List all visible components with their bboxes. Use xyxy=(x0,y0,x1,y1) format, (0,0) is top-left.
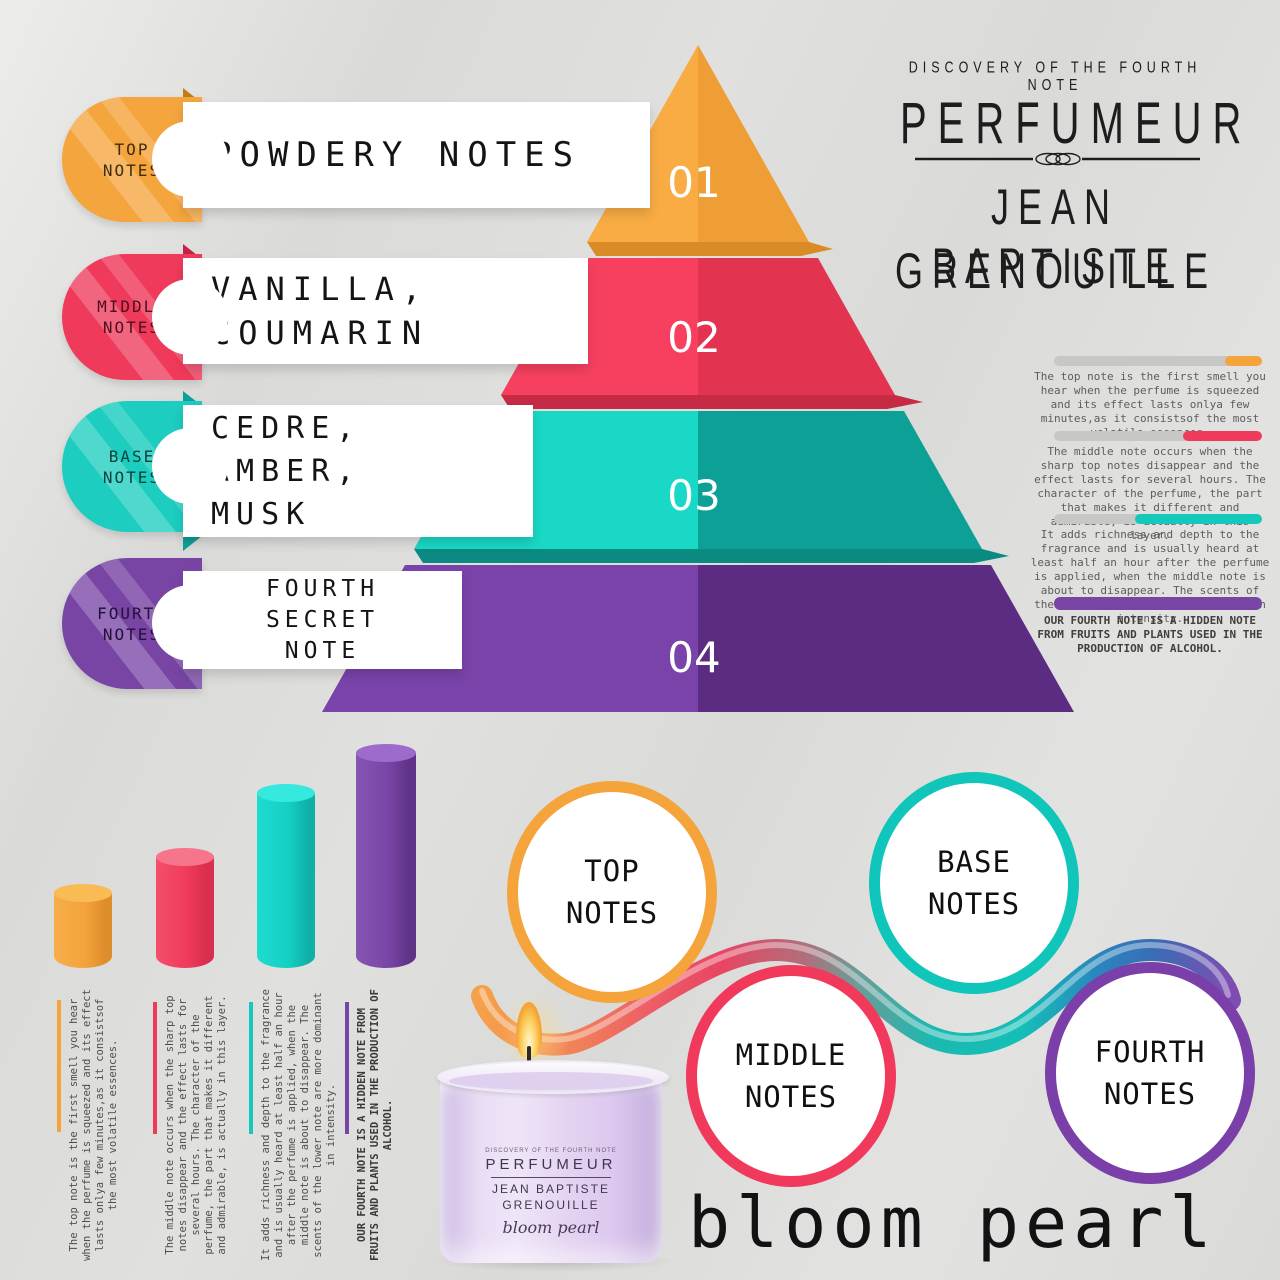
cylinder-top-note xyxy=(54,893,112,968)
cylinder-base-note xyxy=(257,784,315,802)
circle-fourth-notes: FOURTH NOTES xyxy=(1045,962,1255,1184)
tab-top-notes: TOP NOTES xyxy=(62,97,202,222)
header-perfumer-name-line2: GRENOUILLE xyxy=(895,242,1218,300)
candle-label-eyebrow: DISCOVERY OF THE FOURTH NOTE xyxy=(485,1148,617,1154)
banner-base-notes-line3: MUSK xyxy=(211,496,312,532)
candle-jar-body xyxy=(440,1075,662,1263)
circle-top-notes: TOP NOTES xyxy=(507,781,717,1003)
cylinder-fourth-note xyxy=(356,744,416,762)
banner-notch xyxy=(152,279,228,355)
banner-top-notes: POWDERY NOTES xyxy=(183,102,650,208)
cylinder-middle-note xyxy=(156,848,214,866)
circle-fourth-notes-line1: FOURTH xyxy=(1094,1035,1206,1069)
banner-middle-notes: VANILLA, COUMARIN xyxy=(183,258,588,364)
circle-base-notes-line1: BASE xyxy=(937,845,1011,879)
circle-fourth-notes-line2: NOTES xyxy=(1103,1077,1197,1111)
candle-wick xyxy=(527,1046,531,1072)
pyramid-level-2-number: 02 xyxy=(667,313,720,362)
cylinder-base-note xyxy=(257,793,315,968)
intensity-bar-base xyxy=(1054,514,1262,524)
banner-fourth-notes-line2: SECRET xyxy=(265,606,380,633)
header-perfumer-name-line1: JEAN BAPTISTE xyxy=(931,178,1179,295)
caption-rule-fourth xyxy=(345,1002,349,1134)
banner-base-notes-line1: CEDRE, xyxy=(211,410,362,446)
pyramid-level-1-number: 01 xyxy=(667,158,720,207)
circle-middle-notes-line1: MIDDLE xyxy=(735,1038,847,1072)
cylinder-fourth-note xyxy=(356,753,416,968)
caption-rule-top xyxy=(57,1000,61,1132)
candle-wax-surface xyxy=(449,1072,653,1090)
candle-label-divider xyxy=(491,1177,611,1178)
tab-fourth-notes: FOURTH NOTES xyxy=(62,558,202,689)
circle-top-notes-line1: TOP xyxy=(584,854,640,888)
circle-base-notes: BASE NOTES xyxy=(869,772,1079,994)
banner-fourth-notes-line1: FOURTH xyxy=(265,575,380,602)
tab-top-notes-line1: TOP xyxy=(114,139,150,159)
banner-fourth-notes-line3: NOTE xyxy=(284,637,361,664)
banner-middle-notes-line2: COUMARIN xyxy=(211,314,430,352)
tab-fourth-notes-line2: NOTES xyxy=(102,624,162,644)
cylinder-top-note xyxy=(54,884,112,902)
tab-base-notes-line2: NOTES xyxy=(102,467,162,487)
candle-label-name2: GRENOUILLE xyxy=(502,1198,600,1212)
header-title: PERFUMEUR xyxy=(900,92,1253,156)
candle-label-brand: PERFUMEUR xyxy=(485,1156,617,1173)
pyramid-level-4-number: 04 xyxy=(667,633,720,682)
banner-base-notes: CEDRE, AMBER, MUSK xyxy=(183,405,533,537)
fourth-note-description: OUR FOURTH NOTE IS A HIDDEN NOTE FROM FR… xyxy=(1037,614,1263,655)
divider-ornament xyxy=(915,152,1200,166)
circle-middle-notes: MIDDLE NOTES xyxy=(686,965,896,1187)
candle-label-name1: JEAN BAPTISTE xyxy=(491,1182,611,1196)
circle-middle-notes-line2: NOTES xyxy=(744,1080,838,1114)
cylinder-middle-note xyxy=(156,857,214,968)
candle-label: DISCOVERY OF THE FOURTH NOTE PERFUMEUR J… xyxy=(455,1148,647,1237)
tab-base-notes-line1: BASE xyxy=(108,446,156,466)
intensity-bar-top xyxy=(1054,356,1262,366)
banner-notch xyxy=(152,121,228,197)
banner-base-notes-line2: AMBER, xyxy=(211,453,362,489)
caption-rule-middle xyxy=(153,1002,157,1134)
product-name: bloom pearl xyxy=(688,1182,1218,1264)
candle-label-script-name: bloom pearl xyxy=(502,1218,600,1237)
header-eyebrow: DISCOVERY OF THE FOURTH NOTE xyxy=(908,58,1202,94)
banner-fourth-notes: FOURTH SECRET NOTE xyxy=(183,571,462,669)
banner-middle-notes-line1: VANILLA, xyxy=(211,270,430,308)
tab-middle-notes-line1: MIDDLE xyxy=(97,297,167,316)
tab-top-notes-line2: NOTES xyxy=(102,160,162,180)
caption-rule-base xyxy=(249,1002,253,1134)
banner-notch xyxy=(152,585,228,661)
intensity-bar-fourth xyxy=(1054,597,1262,610)
banner-notch xyxy=(152,428,228,504)
circle-top-notes-line2: NOTES xyxy=(565,896,659,930)
circle-base-notes-line2: NOTES xyxy=(927,887,1021,921)
intensity-bar-middle xyxy=(1054,431,1262,441)
banner-top-notes-text: POWDERY NOTES xyxy=(211,135,582,175)
tab-fourth-notes-line1: FOURTH xyxy=(97,603,167,623)
pyramid-level-3-number: 03 xyxy=(667,471,720,520)
tab-middle-notes-line2: NOTES xyxy=(102,318,162,337)
